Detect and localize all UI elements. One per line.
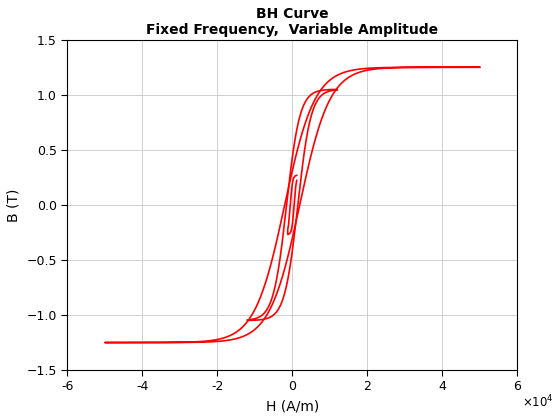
X-axis label: H (A/m): H (A/m) xyxy=(265,399,319,413)
Title: BH Curve
Fixed Frequency,  Variable Amplitude: BH Curve Fixed Frequency, Variable Ampli… xyxy=(146,7,438,37)
Y-axis label: B (T): B (T) xyxy=(7,188,21,222)
Text: $\times10^4$: $\times10^4$ xyxy=(521,393,553,410)
